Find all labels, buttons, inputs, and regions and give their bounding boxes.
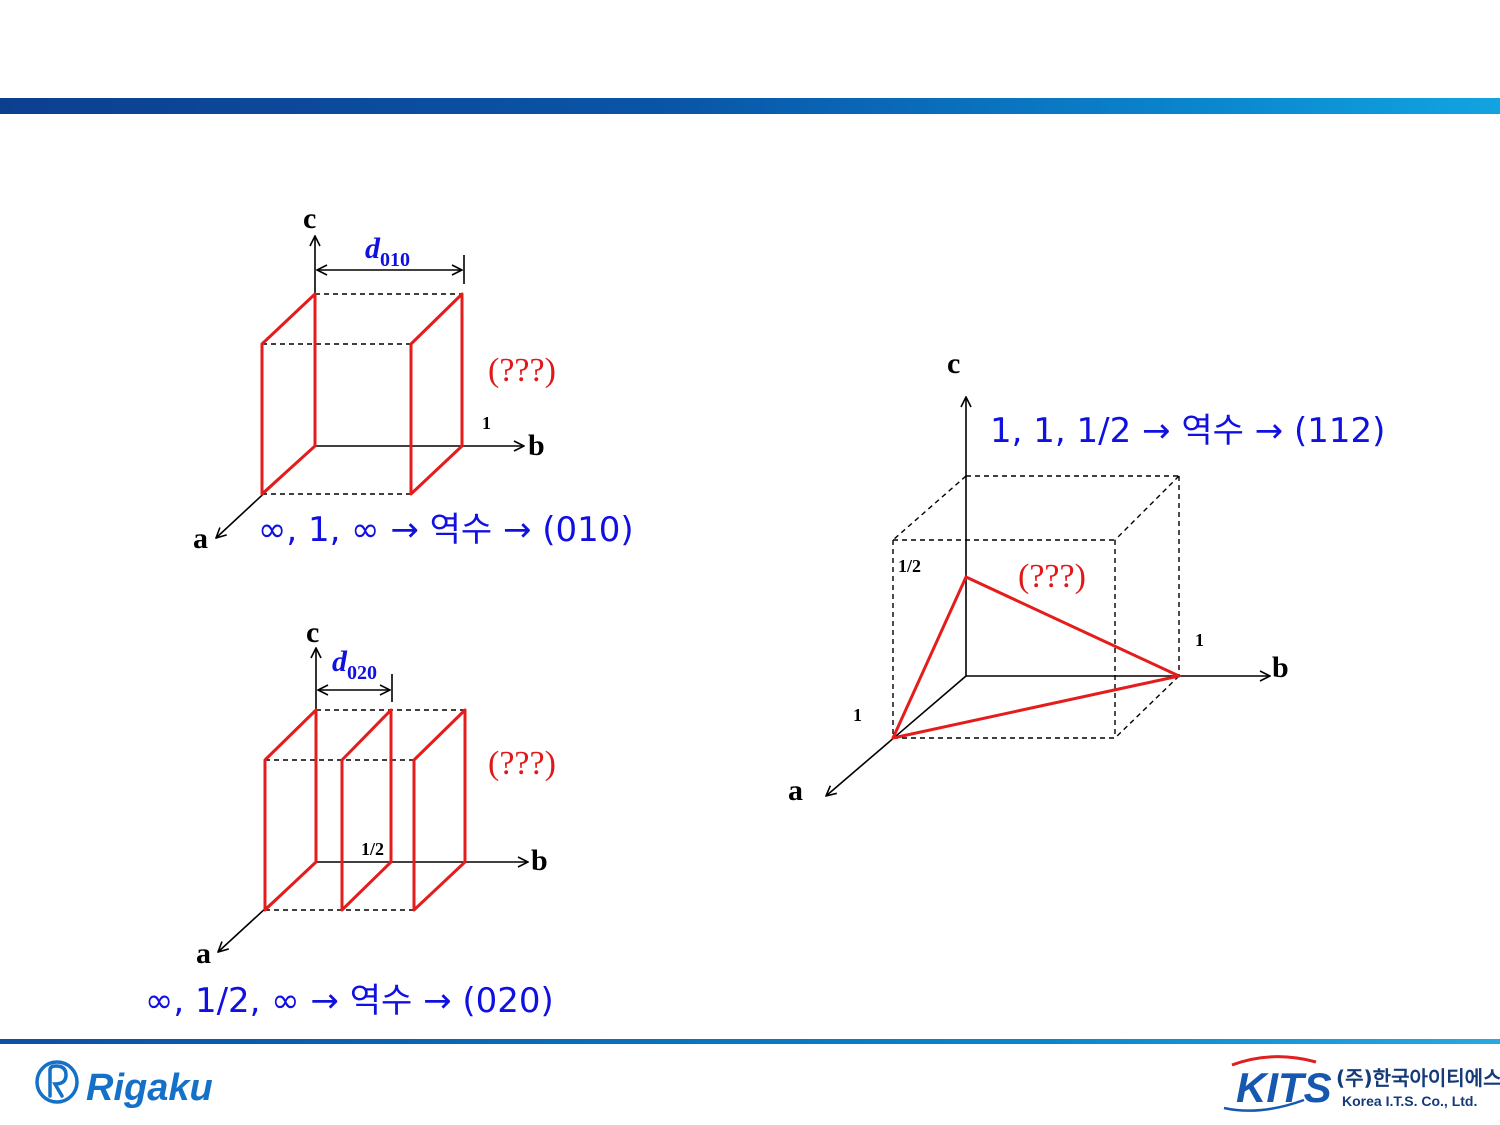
tick-c-label: 1/2 <box>898 556 921 576</box>
plane-label: (???) <box>488 352 556 389</box>
tick-b-label: 1 <box>482 413 491 433</box>
tick-a-label: 1 <box>853 705 862 725</box>
lattice-plane <box>263 708 318 912</box>
axis-a-label: a <box>788 774 803 807</box>
kits-wordmark: KITS <box>1236 1064 1332 1111</box>
axis-b-label: b <box>1272 651 1289 684</box>
rigaku-wordmark: Rigaku <box>86 1067 213 1109</box>
lattice-plane <box>340 708 393 912</box>
plane-label: (???) <box>488 745 556 782</box>
header-bar <box>0 98 1500 114</box>
diagram-020: d020 c b a 1/2 (???) ∞, 1/2, ∞ → 역수 → (0… <box>145 616 556 1021</box>
axis-a-label: a <box>193 522 208 555</box>
lattice-plane <box>409 292 464 496</box>
equation-text: ∞, 1/2, ∞ → 역수 → (020) <box>145 981 554 1021</box>
footer-bar <box>0 1039 1500 1044</box>
rigaku-logo: Rigaku <box>35 1060 213 1109</box>
equation-text: ∞, 1, ∞ → 역수 → (010) <box>258 510 634 550</box>
axis-a-label: a <box>196 937 211 970</box>
plane-label: (???) <box>1018 558 1086 595</box>
lattice-plane <box>260 292 317 496</box>
unit-cell-outline <box>262 293 462 495</box>
axis-c-label: c <box>306 616 319 649</box>
diagram-010: d010 c b a 1 (???) ∞, 1, ∞ → 역수 → (010) <box>193 202 634 555</box>
rigaku-emblem-icon <box>35 1060 79 1104</box>
kits-logo: KITS (주)한국아이티에스 Korea I.T.S. Co., Ltd. <box>1223 1055 1500 1112</box>
spacing-label: d010 <box>365 232 410 271</box>
company-name-korean: (주)한국아이티에스 <box>1336 1066 1500 1090</box>
unit-cell-outline <box>892 475 1180 739</box>
tick-b-label: 1 <box>1195 630 1204 650</box>
company-name-english: Korea I.T.S. Co., Ltd. <box>1342 1093 1477 1109</box>
axis-b-label: b <box>528 429 545 462</box>
kits-swoosh-icon <box>1231 1055 1317 1067</box>
axis-c-label: c <box>303 202 316 235</box>
axis-b-label: b <box>531 844 548 877</box>
lattice-plane <box>891 575 1181 740</box>
tick-b-label: 1/2 <box>361 839 384 859</box>
axis-c-label: c <box>947 347 960 380</box>
diagram-112: c b a 1/2 1 1 (???) 1, 1, 1/2 → 역수 → (11… <box>788 347 1385 807</box>
equation-text: 1, 1, 1/2 → 역수 → (112) <box>990 411 1385 451</box>
lattice-plane <box>412 708 467 912</box>
spacing-label: d020 <box>332 645 377 684</box>
